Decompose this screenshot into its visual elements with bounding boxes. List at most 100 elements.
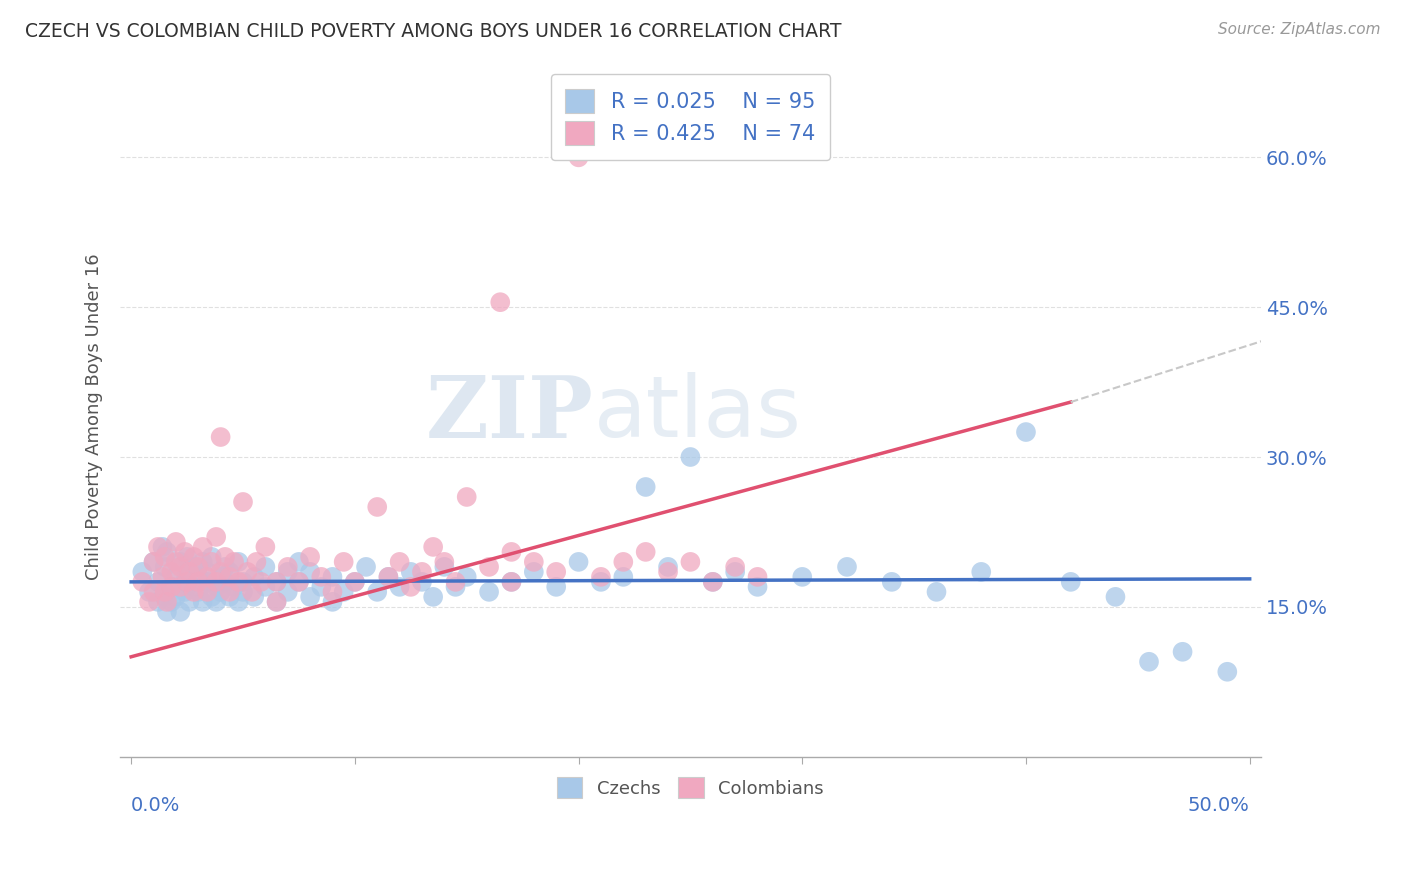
Point — [236, 565, 259, 579]
Point — [523, 565, 546, 579]
Point — [131, 574, 153, 589]
Text: Source: ZipAtlas.com: Source: ZipAtlas.com — [1218, 22, 1381, 37]
Point — [388, 555, 411, 569]
Point — [218, 585, 240, 599]
Point — [243, 570, 266, 584]
Point — [1015, 425, 1038, 439]
Point — [501, 574, 523, 589]
Point — [266, 574, 288, 589]
Point — [165, 570, 187, 584]
Point — [925, 585, 948, 599]
Point — [567, 150, 589, 164]
Point — [195, 565, 218, 579]
Point — [187, 585, 209, 599]
Point — [187, 570, 209, 584]
Point — [411, 565, 433, 579]
Point — [169, 605, 191, 619]
Point — [138, 585, 160, 599]
Point — [165, 590, 187, 604]
Text: 0.0%: 0.0% — [131, 796, 180, 814]
Point — [131, 565, 153, 579]
Point — [201, 549, 224, 564]
Point — [160, 595, 183, 609]
Point — [288, 574, 311, 589]
Point — [179, 565, 201, 579]
Point — [254, 560, 277, 574]
Point — [444, 574, 467, 589]
Point — [191, 595, 214, 609]
Point — [209, 565, 232, 579]
Point — [169, 580, 191, 594]
Point — [456, 490, 478, 504]
Point — [702, 574, 724, 589]
Point — [156, 595, 179, 609]
Point — [214, 560, 236, 574]
Point — [146, 595, 169, 609]
Point — [332, 555, 354, 569]
Point — [679, 450, 702, 464]
Point — [388, 580, 411, 594]
Point — [321, 585, 343, 599]
Point — [634, 545, 657, 559]
Point — [183, 560, 205, 574]
Point — [288, 574, 311, 589]
Point — [201, 590, 224, 604]
Text: 50.0%: 50.0% — [1188, 796, 1250, 814]
Point — [1137, 655, 1160, 669]
Point — [165, 555, 187, 569]
Point — [266, 574, 288, 589]
Point — [724, 560, 747, 574]
Point — [240, 585, 263, 599]
Point — [546, 565, 568, 579]
Point — [702, 574, 724, 589]
Point — [254, 580, 277, 594]
Point — [612, 555, 634, 569]
Point — [160, 565, 183, 579]
Legend: Czechs, Colombians: Czechs, Colombians — [550, 770, 831, 805]
Point — [311, 570, 333, 584]
Point — [456, 570, 478, 584]
Point — [422, 540, 444, 554]
Point — [176, 565, 198, 579]
Point — [195, 574, 218, 589]
Point — [835, 560, 858, 574]
Point — [205, 574, 228, 589]
Point — [567, 555, 589, 569]
Point — [724, 565, 747, 579]
Point — [343, 574, 366, 589]
Point — [546, 580, 568, 594]
Point — [218, 570, 240, 584]
Point — [245, 555, 267, 569]
Point — [214, 549, 236, 564]
Point — [277, 585, 299, 599]
Point — [792, 570, 814, 584]
Point — [195, 570, 218, 584]
Point — [173, 585, 195, 599]
Point — [218, 590, 240, 604]
Point — [433, 560, 456, 574]
Point — [165, 535, 187, 549]
Point — [222, 555, 245, 569]
Point — [321, 570, 343, 584]
Point — [354, 560, 377, 574]
Point — [173, 574, 195, 589]
Point — [1171, 645, 1194, 659]
Point — [299, 590, 322, 604]
Point — [433, 555, 456, 569]
Point — [399, 565, 422, 579]
Point — [266, 595, 288, 609]
Point — [191, 555, 214, 569]
Point — [1216, 665, 1239, 679]
Point — [299, 549, 322, 564]
Point — [187, 560, 209, 574]
Point — [970, 565, 993, 579]
Point — [250, 574, 273, 589]
Point — [222, 580, 245, 594]
Point — [152, 570, 174, 584]
Point — [679, 555, 702, 569]
Point — [153, 590, 176, 604]
Point — [589, 574, 612, 589]
Point — [201, 555, 224, 569]
Point — [366, 585, 388, 599]
Point — [243, 590, 266, 604]
